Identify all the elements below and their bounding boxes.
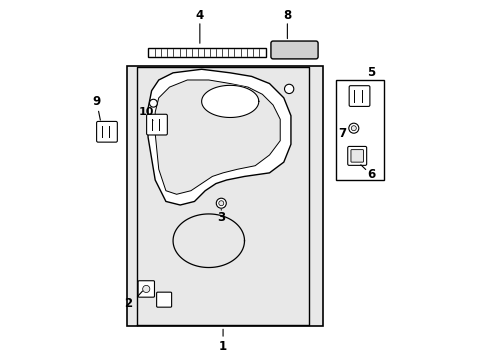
Polygon shape: [201, 85, 258, 117]
Text: 1: 1: [219, 339, 226, 352]
FancyBboxPatch shape: [156, 292, 171, 307]
FancyBboxPatch shape: [270, 41, 317, 59]
Text: 3: 3: [217, 211, 225, 224]
FancyBboxPatch shape: [126, 66, 323, 327]
Text: 10: 10: [138, 107, 154, 117]
FancyBboxPatch shape: [146, 114, 167, 135]
Text: 6: 6: [366, 168, 375, 181]
FancyBboxPatch shape: [138, 281, 154, 297]
Circle shape: [348, 123, 358, 133]
Circle shape: [284, 84, 293, 94]
Circle shape: [218, 201, 224, 206]
Text: 8: 8: [283, 9, 291, 22]
Circle shape: [216, 198, 226, 208]
FancyBboxPatch shape: [97, 121, 117, 142]
Polygon shape: [148, 69, 290, 205]
FancyBboxPatch shape: [347, 147, 366, 165]
Bar: [148, 48, 265, 57]
FancyBboxPatch shape: [348, 86, 369, 107]
Text: 5: 5: [366, 66, 375, 79]
Text: 7: 7: [338, 127, 346, 140]
Text: 2: 2: [124, 297, 132, 310]
Text: 4: 4: [195, 9, 203, 22]
Polygon shape: [155, 80, 280, 194]
Circle shape: [142, 285, 149, 293]
Text: 9: 9: [92, 95, 100, 108]
Circle shape: [350, 126, 356, 131]
Circle shape: [149, 99, 157, 107]
Bar: [335, 80, 383, 180]
FancyBboxPatch shape: [350, 150, 363, 162]
